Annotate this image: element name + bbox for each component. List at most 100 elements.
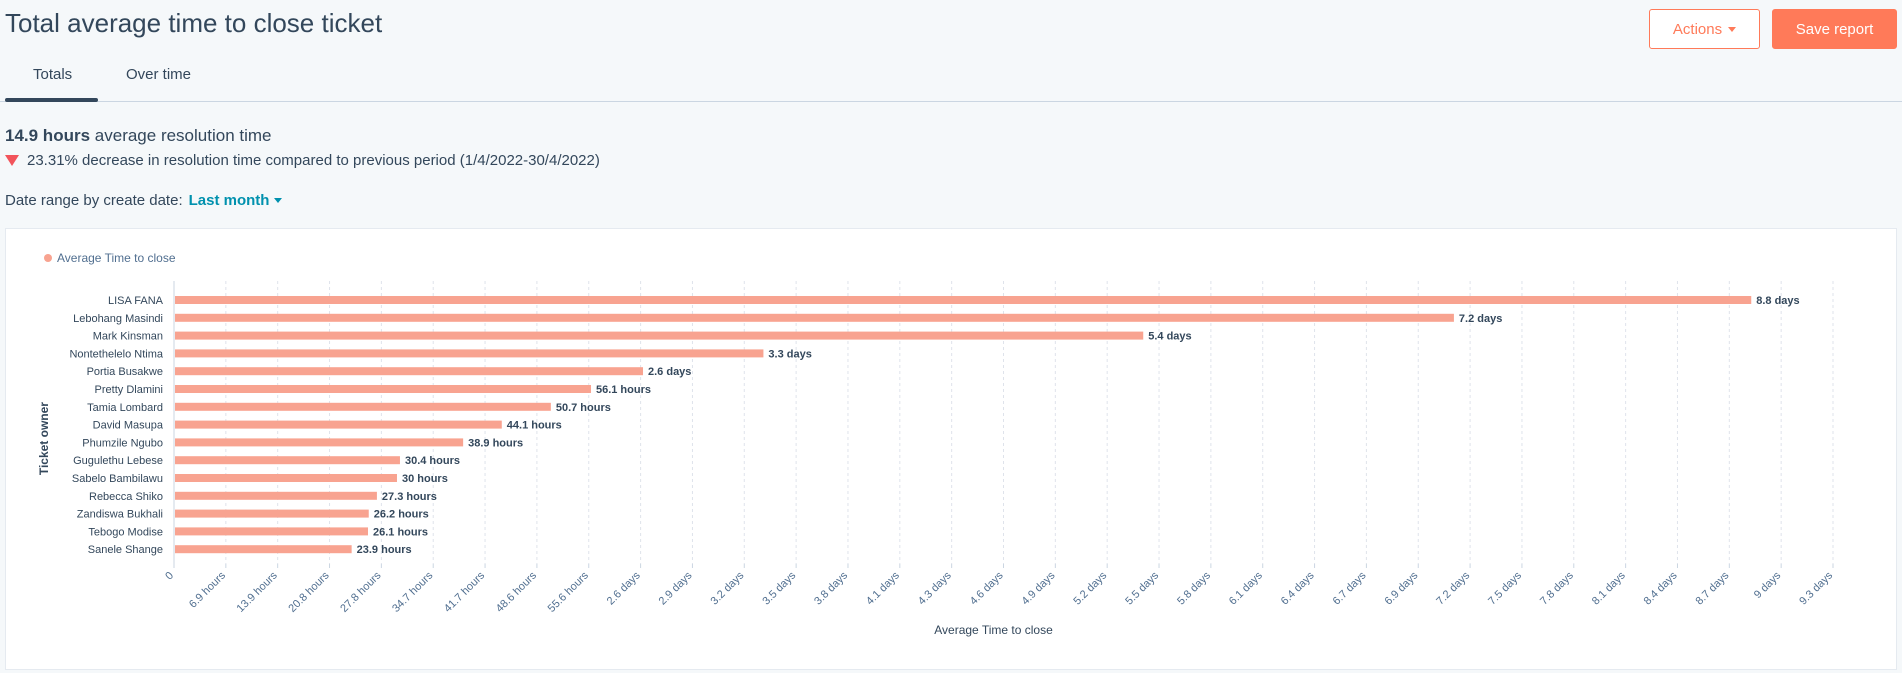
y-category-label: Nontethelelo Ntima xyxy=(69,348,163,360)
x-tick-label: 41.7 hours xyxy=(442,569,488,615)
data-label: 26.2 hours xyxy=(374,509,429,521)
data-label: 2.6 days xyxy=(648,366,691,378)
decrease-arrow-icon xyxy=(5,155,19,166)
y-category-label: Tebogo Modise xyxy=(88,526,163,538)
legend-label: Average Time to close xyxy=(57,251,176,265)
x-tick-label: 27.8 hours xyxy=(338,569,384,615)
x-tick-label: 6.1 days xyxy=(1227,569,1265,607)
x-tick-label: 7.8 days xyxy=(1538,569,1576,607)
x-tick-label: 7.5 days xyxy=(1486,569,1524,607)
y-category-label: Pretty Dlamini xyxy=(95,384,163,396)
y-axis-title: Ticket owner xyxy=(37,402,51,475)
x-tick-label: 6.7 days xyxy=(1331,569,1369,607)
bar xyxy=(175,313,1454,322)
bar xyxy=(175,367,644,376)
x-tick-label: 4.1 days xyxy=(864,569,902,607)
x-tick-label: 4.6 days xyxy=(968,569,1006,607)
legend-marker xyxy=(44,254,52,262)
x-tick-label: 20.8 hours xyxy=(286,569,332,615)
bar xyxy=(175,331,1144,340)
data-label: 8.8 days xyxy=(1756,295,1799,307)
actions-button-label: Actions xyxy=(1672,20,1723,38)
data-label: 5.4 days xyxy=(1148,331,1191,343)
summary-line: 14.9 hours average resolution time xyxy=(5,126,272,146)
x-tick-label: 34.7 hours xyxy=(390,569,436,615)
x-tick-label: 8.4 days xyxy=(1642,569,1680,607)
bar xyxy=(175,438,464,447)
chart-legend: Average Time to close xyxy=(44,251,176,265)
data-label: 26.1 hours xyxy=(373,526,428,538)
x-tick-label: 6.4 days xyxy=(1279,569,1317,607)
x-tick-label: 5.5 days xyxy=(1123,569,1161,607)
bar xyxy=(175,385,591,393)
x-tick-label: 55.6 hours xyxy=(546,569,592,615)
x-tick-label: 48.6 hours xyxy=(494,569,540,615)
data-label: 38.9 hours xyxy=(468,437,523,449)
tab-bar: Totals Over time xyxy=(0,60,1902,102)
x-tick-label: 8.7 days xyxy=(1694,569,1732,607)
y-category-label: Sanele Shange xyxy=(88,544,163,556)
x-tick-label: 6.9 hours xyxy=(187,569,228,610)
data-label: 44.1 hours xyxy=(507,420,562,432)
tab-totals[interactable]: Totals xyxy=(33,66,73,83)
x-tick-label: 9.3 days xyxy=(1797,569,1835,607)
x-tick-label: 8.1 days xyxy=(1590,569,1628,607)
page-title: Total average time to close ticket xyxy=(5,8,383,38)
bar xyxy=(175,349,764,358)
x-tick-label: 5.8 days xyxy=(1175,569,1213,607)
bar xyxy=(175,402,551,411)
tab-over-time[interactable]: Over time xyxy=(126,66,192,83)
x-tick-label: 3.5 days xyxy=(760,569,798,607)
summary-text: average resolution time xyxy=(94,126,272,145)
x-tick-label: 5.2 days xyxy=(1071,569,1109,607)
date-range-label: Date range by create date: xyxy=(5,192,183,209)
date-range-dropdown[interactable]: Last month xyxy=(189,192,283,209)
x-tick-label: 4.3 days xyxy=(916,569,954,607)
y-category-label: Tamia Lombard xyxy=(87,402,163,414)
date-range-filter: Date range by create date: Last month xyxy=(5,192,283,209)
data-label: 3.3 days xyxy=(768,348,811,360)
data-label: 27.3 hours xyxy=(382,491,437,503)
x-tick-label: 3.8 days xyxy=(812,569,850,607)
save-report-button[interactable]: Save report xyxy=(1772,9,1897,49)
x-tick-label: 3.2 days xyxy=(709,569,747,607)
bar xyxy=(175,474,397,482)
x-tick-label: 2.6 days xyxy=(605,569,643,607)
caret-down-icon xyxy=(1728,26,1737,32)
bar xyxy=(175,527,368,536)
y-category-label: Gugulethu Lebese xyxy=(73,455,163,467)
x-tick-label: 6.9 days xyxy=(1382,569,1420,607)
summary-value: 14.9 hours xyxy=(5,126,91,145)
bar xyxy=(175,509,369,518)
bar-chart: Average Time to close 0 6.9 hours 13.9 hour… xyxy=(37,251,1835,637)
y-category-label: Sabelo Bambilawu xyxy=(72,473,163,485)
data-label: 56.1 hours xyxy=(596,384,651,396)
bar xyxy=(175,545,352,554)
active-tab-indicator xyxy=(5,98,98,102)
data-label: 30.4 hours xyxy=(405,455,460,467)
chart-card: Average Time to close 0 6.9 hours 13.9 hour… xyxy=(5,228,1897,670)
data-label: 7.2 days xyxy=(1459,313,1502,325)
x-tick-label: 9 days xyxy=(1752,569,1784,601)
x-tick-label: 2.9 days xyxy=(657,569,695,607)
y-category-label: Phumzile Ngubo xyxy=(82,437,163,449)
caret-down-icon xyxy=(274,198,283,203)
actions-button[interactable]: Actions xyxy=(1649,9,1760,49)
bar xyxy=(175,296,1752,304)
y-category-label: Zandiswa Bukhali xyxy=(77,509,163,521)
change-text: 23.31% decrease in resolution time compa… xyxy=(27,152,600,169)
data-label: 23.9 hours xyxy=(357,544,412,556)
x-tick-label: 13.9 hours xyxy=(235,569,281,615)
data-label: 50.7 hours xyxy=(556,402,611,414)
x-tick-label: 0 xyxy=(163,570,176,583)
data-label: 30 hours xyxy=(402,473,448,485)
x-axis-title: Average Time to close xyxy=(934,623,1053,637)
y-category-label: Lebohang Masindi xyxy=(73,313,163,325)
bar xyxy=(175,456,400,465)
y-category-label: Rebecca Shiko xyxy=(89,491,163,503)
y-category-label: LISA FANA xyxy=(108,295,164,307)
y-category-label: Portia Busakwe xyxy=(87,366,163,378)
y-category-label: Mark Kinsman xyxy=(93,331,163,343)
change-line: 23.31% decrease in resolution time compa… xyxy=(5,152,600,169)
x-tick-label: 7.2 days xyxy=(1434,569,1472,607)
